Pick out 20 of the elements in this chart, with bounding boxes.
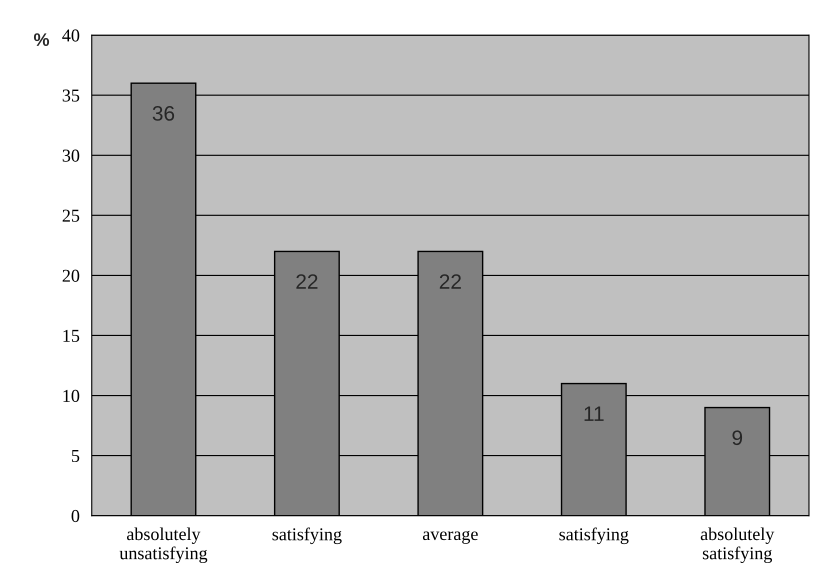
y-tick-label: 0 xyxy=(72,510,80,522)
y-tick-label: 15 xyxy=(63,330,80,342)
y-tick-label: 25 xyxy=(62,210,80,222)
y-tick-label: 40 xyxy=(62,29,80,42)
y-tick-label: 5 xyxy=(72,450,80,462)
x-tick-label: satisfying xyxy=(272,527,342,544)
data-label: 22 xyxy=(296,274,318,289)
x-tick-label: absolutely unsatisfying xyxy=(120,527,208,564)
data-label: 9 xyxy=(732,430,742,446)
x-tick-label: satisfying xyxy=(559,527,629,544)
y-tick-label: 30 xyxy=(62,150,80,162)
data-label: 11 xyxy=(584,406,604,421)
y-tick-label: 10 xyxy=(63,390,80,402)
y-axis-title: % xyxy=(34,33,50,46)
y-tick-label: 20 xyxy=(62,270,80,282)
y-tick-label: 35 xyxy=(62,90,80,102)
data-label: 36 xyxy=(152,106,174,121)
x-tick-label: absolutely satisfying xyxy=(700,527,774,564)
data-label: 22 xyxy=(440,274,461,289)
x-tick-label: average xyxy=(422,530,478,544)
